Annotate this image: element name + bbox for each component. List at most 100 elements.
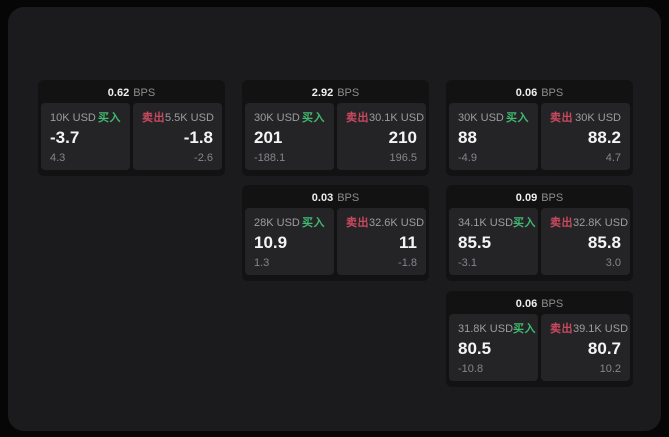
quote-card-body: 34.1K USD 买入 85.5 -3.1 卖出 32.8K USD 85.8… [449,208,630,275]
buy-tile-top: 31.8K USD 买入 [458,323,536,335]
sell-delta-value: -2.6 [194,152,213,164]
buy-tile-top: 10K USD 买入 [50,112,121,124]
buy-label: 买入 [513,217,537,229]
quote-card-body: 31.8K USD 买入 80.5 -10.8 卖出 39.1K USD 80.… [449,314,630,381]
buy-label: 买入 [302,112,325,124]
quote-card: 2.92 BPS 30K USD 买入 201 -188.1 卖出 30.1K … [242,80,429,176]
buy-tile[interactable]: 30K USD 买入 88 -4.9 [449,103,538,170]
bps-header: 0.03 BPS [245,188,426,208]
sell-quote-value: 210 [388,128,417,147]
buy-delta-value: -3.1 [458,257,477,269]
buy-tile[interactable]: 30K USD 买入 201 -188.1 [245,103,334,170]
bps-value: 2.92 [311,87,334,99]
sell-delta-value: 3.0 [605,257,621,269]
bps-unit: BPS [337,192,360,204]
bps-value: 0.06 [515,87,538,99]
bps-unit: BPS [337,87,360,99]
buy-quote-value: 85.5 [458,233,492,252]
buy-quote-value: 88 [458,128,477,147]
bps-value: 0.09 [515,192,538,204]
sell-quote-value: 85.8 [587,233,621,252]
buy-amount: 30K USD [458,112,504,124]
buy-delta-value: -10.8 [458,363,484,375]
sell-amount: 32.8K USD [573,217,629,229]
buy-quote-value: 10.9 [254,233,288,252]
sell-amount: 30.1K USD [369,112,425,124]
bps-value: 0.03 [311,192,334,204]
sell-tile-top: 卖出 32.6K USD [346,217,424,229]
buy-tile[interactable]: 28K USD 买入 10.9 1.3 [245,208,334,275]
buy-tile[interactable]: 10K USD 买入 -3.7 4.3 [41,103,130,170]
sell-amount: 5.5K USD [165,112,214,124]
bps-header: 0.06 BPS [449,294,630,314]
quote-card: 0.06 BPS 31.8K USD 买入 80.5 -10.8 卖出 39.1… [446,291,633,387]
buy-tile-top: 28K USD 买入 [254,217,325,229]
sell-label: 卖出 [550,323,573,335]
buy-amount: 34.1K USD [458,217,514,229]
quote-card: 0.09 BPS 34.1K USD 买入 85.5 -3.1 卖出 32.8K… [446,185,633,281]
sell-tile[interactable]: 卖出 30.1K USD 210 196.5 [337,103,426,170]
bps-unit: BPS [541,87,564,99]
sell-tile[interactable]: 卖出 5.5K USD -1.8 -2.6 [133,103,222,170]
buy-tile-top: 34.1K USD 买入 [458,217,536,229]
buy-amount: 30K USD [254,112,300,124]
sell-label: 卖出 [550,217,573,229]
bps-unit: BPS [541,192,564,204]
buy-amount: 10K USD [50,112,96,124]
sell-amount: 39.1K USD [573,323,629,335]
quote-card-body: 30K USD 买入 201 -188.1 卖出 30.1K USD 210 1… [245,103,426,170]
buy-tile-top: 30K USD 买入 [254,112,325,124]
buy-amount: 28K USD [254,217,300,229]
sell-tile[interactable]: 卖出 32.8K USD 85.8 3.0 [541,208,630,275]
buy-delta-value: 1.3 [254,257,270,269]
buy-label: 买入 [513,323,537,335]
sell-tile[interactable]: 卖出 39.1K USD 80.7 10.2 [541,314,630,381]
sell-label: 卖出 [346,112,369,124]
buy-quote-value: 80.5 [458,339,492,358]
sell-amount: 30K USD [575,112,621,124]
sell-label: 卖出 [346,217,369,229]
bps-value: 0.62 [107,87,130,99]
sell-tile-top: 卖出 30K USD [550,112,621,124]
buy-delta-value: -188.1 [254,152,286,164]
sell-quote-value: 88.2 [587,128,621,147]
sell-amount: 32.6K USD [369,217,425,229]
quote-card: 0.03 BPS 28K USD 买入 10.9 1.3 卖出 32.6K US… [242,185,429,281]
sell-label: 卖出 [550,112,573,124]
buy-tile-top: 30K USD 买入 [458,112,529,124]
sell-tile-top: 卖出 30.1K USD [346,112,424,124]
sell-tile-top: 卖出 32.8K USD [550,217,628,229]
quote-card: 0.62 BPS 10K USD 买入 -3.7 4.3 卖出 5.5K USD… [38,80,225,176]
bps-header: 0.62 BPS [41,83,222,103]
buy-quote-value: -3.7 [50,128,80,147]
sell-delta-value: 4.7 [605,152,621,164]
sell-tile-top: 卖出 5.5K USD [142,112,214,124]
bps-header: 0.09 BPS [449,188,630,208]
bps-unit: BPS [541,298,564,310]
sell-quote-value: 80.7 [587,339,621,358]
quote-card: 0.06 BPS 30K USD 买入 88 -4.9 卖出 30K USD 8… [446,80,633,176]
buy-label: 买入 [506,112,529,124]
quote-card-body: 28K USD 买入 10.9 1.3 卖出 32.6K USD 11 -1.8 [245,208,426,275]
quote-card-body: 30K USD 买入 88 -4.9 卖出 30K USD 88.2 4.7 [449,103,630,170]
sell-delta-value: -1.8 [398,257,417,269]
quote-card-body: 10K USD 买入 -3.7 4.3 卖出 5.5K USD -1.8 -2.… [41,103,222,170]
buy-amount: 31.8K USD [458,323,514,335]
sell-tile[interactable]: 卖出 32.6K USD 11 -1.8 [337,208,426,275]
sell-tile-top: 卖出 39.1K USD [550,323,628,335]
main-panel: 0.62 BPS 10K USD 买入 -3.7 4.3 卖出 5.5K USD… [8,7,661,431]
buy-delta-value: -4.9 [458,152,477,164]
bps-header: 2.92 BPS [245,83,426,103]
buy-delta-value: 4.3 [50,152,66,164]
sell-label: 卖出 [142,112,165,124]
buy-tile[interactable]: 34.1K USD 买入 85.5 -3.1 [449,208,538,275]
sell-quote-value: -1.8 [183,128,213,147]
buy-label: 买入 [98,112,121,124]
bps-unit: BPS [133,87,156,99]
buy-tile[interactable]: 31.8K USD 买入 80.5 -10.8 [449,314,538,381]
bps-header: 0.06 BPS [449,83,630,103]
buy-quote-value: 201 [254,128,283,147]
bps-value: 0.06 [515,298,538,310]
sell-delta-value: 196.5 [389,152,417,164]
sell-tile[interactable]: 卖出 30K USD 88.2 4.7 [541,103,630,170]
